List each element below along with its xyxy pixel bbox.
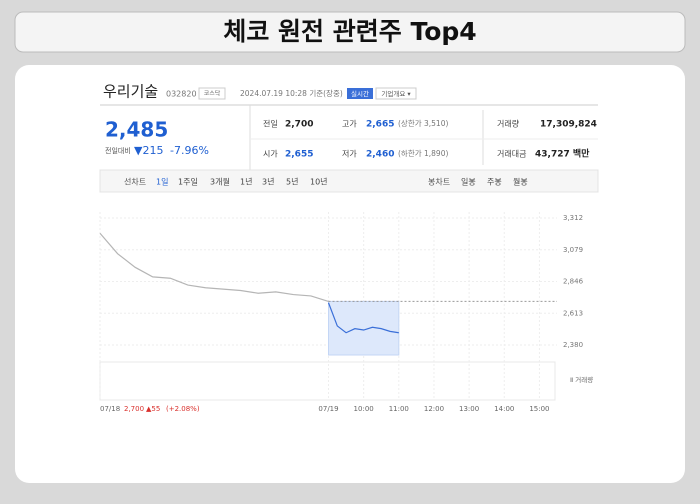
info-label: 전일 [263, 119, 278, 129]
x-tick-label: 12:00 [424, 405, 444, 413]
info-note: (상한가 3,510) [398, 118, 448, 128]
timestamp: 2024.07.19 10:28 기준(장중) [240, 88, 343, 98]
market: 코스닥 [204, 91, 221, 98]
tab[interactable]: 일봉 [461, 178, 476, 187]
info-label: 저가 [342, 150, 357, 159]
x-tick-label: 15:00 [529, 405, 549, 413]
info-value: 2,700 [285, 120, 313, 130]
x-tick-label: 13:00 [459, 405, 479, 413]
info-label: 고가 [342, 120, 357, 129]
tab[interactable]: 주봉 [487, 178, 502, 187]
stock-name: 우리기술 [103, 83, 158, 101]
tab-label: 봉차트 [428, 178, 450, 187]
info-value: 43,727 백만 [535, 148, 590, 160]
title-bar [14, 11, 686, 53]
tab-label: 선차트 [124, 178, 146, 187]
title: 체코 원전 관련주 Top4 [223, 17, 476, 46]
x-tick-label: 07/18 [100, 405, 120, 413]
highlight-area [328, 300, 400, 356]
x-tick-label: 07/19 [318, 405, 338, 413]
tab-bar [99, 169, 599, 193]
info-label: 거래대금 [497, 150, 526, 159]
volume-label: Ⅱ 거래량 [570, 375, 593, 384]
stock-code: 032820 [166, 90, 197, 99]
info-value: 2,665 [366, 120, 394, 130]
market-badge [198, 87, 226, 100]
y-tick-label: 2,380 [563, 341, 583, 349]
prev-day-info: 2,700 [124, 405, 144, 413]
price: 2,485 [105, 118, 168, 142]
tab[interactable]: 1일 [156, 178, 168, 187]
tab[interactable]: 5년 [286, 177, 298, 187]
info-label: 거래량 [497, 119, 520, 129]
info-button[interactable] [375, 87, 417, 100]
y-tick-label: 3,312 [563, 214, 583, 222]
tab[interactable]: 3년 [262, 177, 274, 187]
price-line [99, 232, 329, 302]
info-value: 17,309,824 [540, 120, 597, 130]
tab[interactable]: 10년 [310, 177, 328, 187]
y-tick-label: 3,079 [563, 246, 583, 254]
company-info[interactable]: 기업개요 ▾ [381, 89, 411, 98]
info-value: 2,460 [366, 150, 394, 160]
price-line [327, 302, 399, 334]
info-value: 2,655 [285, 150, 313, 160]
tab[interactable]: 월봉 [513, 177, 528, 187]
y-tick-label: 2,613 [563, 309, 583, 317]
realtime[interactable]: 실시간 [351, 89, 369, 98]
tab[interactable]: 1주일 [178, 178, 198, 187]
change-label: 전일대비 [105, 146, 131, 155]
info-note: (하한가 1,890) [398, 148, 448, 158]
x-tick-label: 14:00 [494, 405, 514, 413]
y-tick-label: 2,846 [563, 278, 584, 286]
tab[interactable]: 3개월 [210, 177, 230, 187]
realtime-badge[interactable] [347, 88, 373, 99]
tab[interactable]: 1년 [240, 177, 252, 187]
prev-day-info: ▲55 [146, 405, 160, 413]
info-label: 시가 [263, 150, 278, 159]
change-rate: -7.96% [170, 144, 209, 157]
change: ▼215 [134, 144, 163, 157]
stock-panel: 우리기술 032820 코스닥 2024.07.19 10:28 기준(장중) … [99, 83, 599, 401]
prev-day-info: (+2.08%) [166, 405, 200, 413]
x-tick-label: 11:00 [389, 405, 409, 413]
x-tick-label: 10:00 [354, 405, 374, 413]
